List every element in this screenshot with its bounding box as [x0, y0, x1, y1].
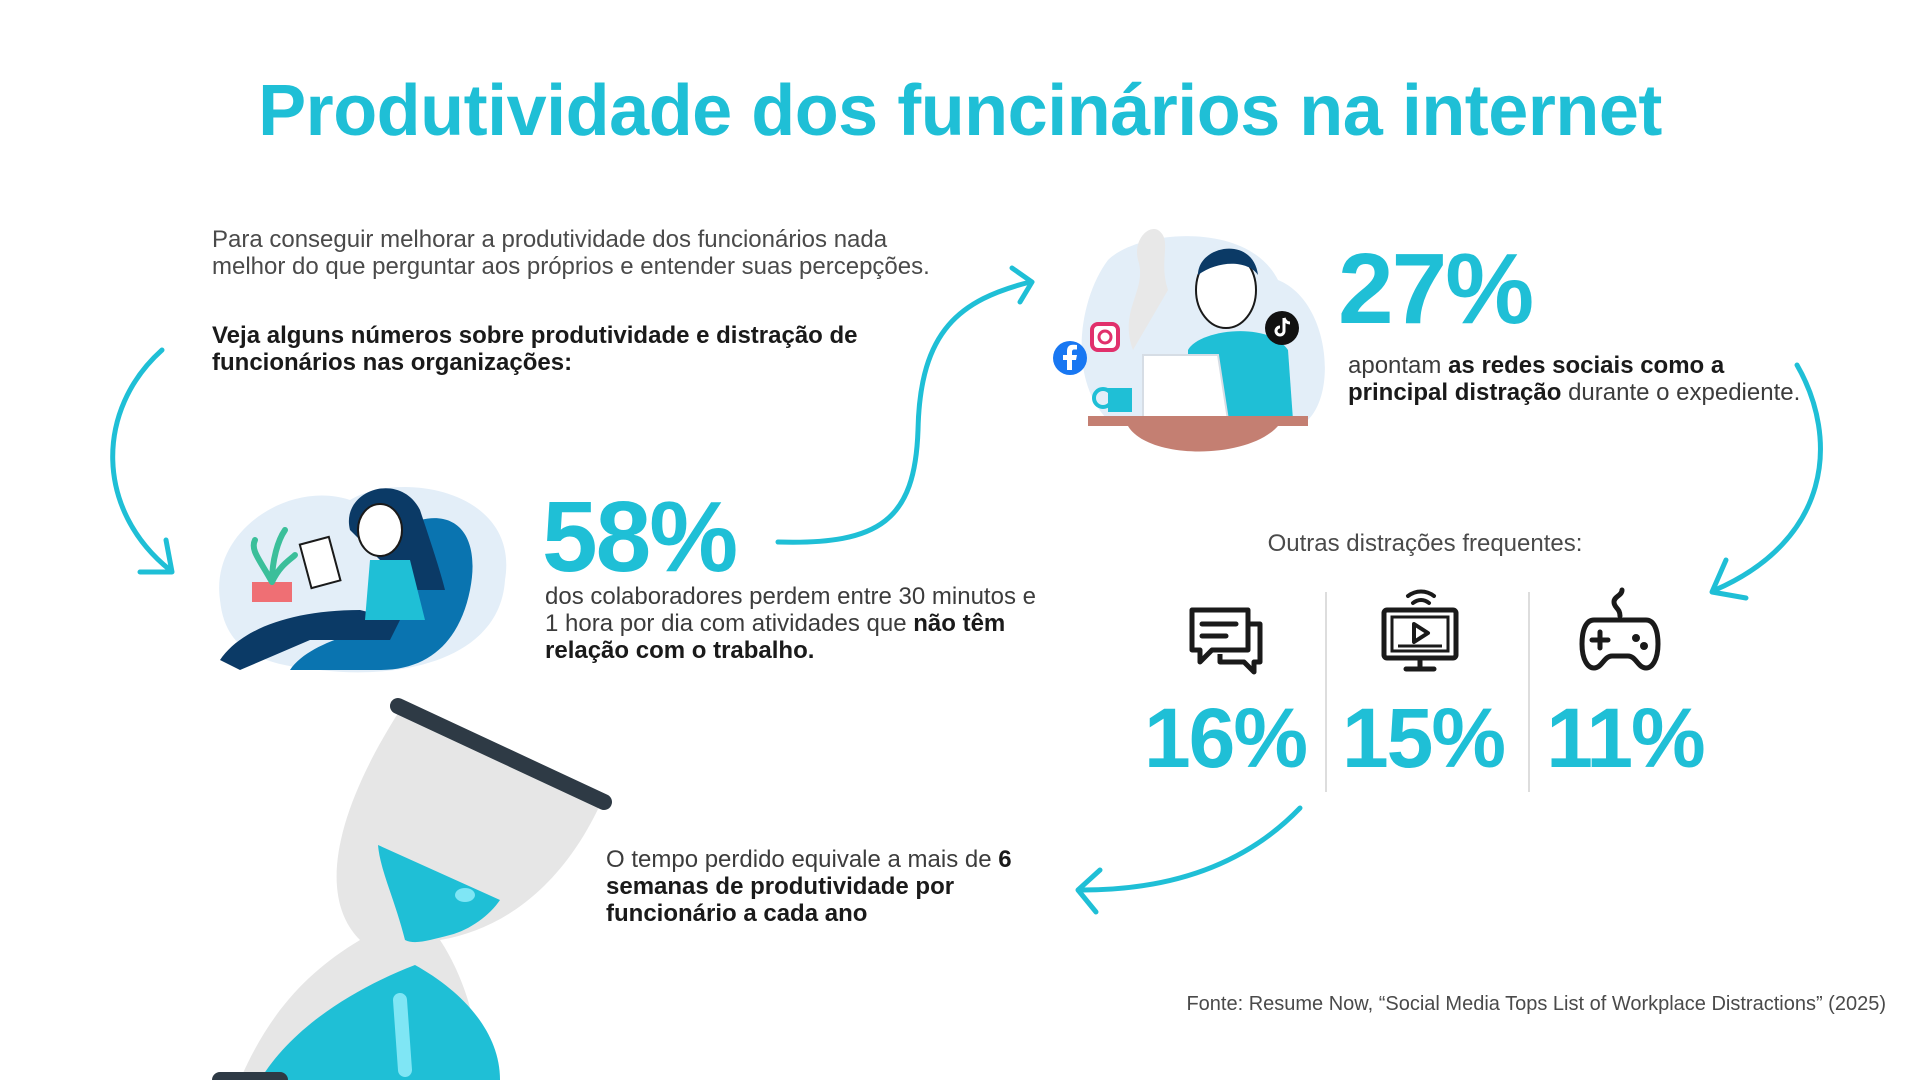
man-laptop-illustration [1081, 229, 1325, 452]
gamepad-icon [1579, 587, 1661, 671]
instagram-icon [1090, 322, 1120, 352]
curved-arrow-up-icon [775, 265, 1035, 545]
source-citation: Fonte: Resume Now, “Social Media Tops Li… [1186, 993, 1886, 1015]
curved-arrow-right-icon [1709, 362, 1823, 601]
curved-arrow-bottom-icon [1075, 805, 1303, 915]
stat-chat-value: 16% [1143, 691, 1308, 785]
video-screen-icon [1381, 589, 1459, 672]
divider-2 [1528, 592, 1530, 792]
facebook-icon [1053, 341, 1087, 375]
curved-arrow-left-icon [110, 347, 175, 575]
other-distractions-label: Outras distrações frequentes: [1267, 530, 1583, 557]
stat-27-description: apontam as redes sociais como a principa… [1348, 352, 1801, 406]
tiktok-icon [1265, 311, 1299, 345]
stat-58-value: 58% [542, 481, 738, 593]
divider-1 [1325, 592, 1327, 792]
stat-games-value: 11% [1546, 691, 1706, 785]
time-lost-text: O tempo perdido equivale a mais de 6 sem… [606, 846, 1012, 927]
intro-bold-text: Veja alguns números sobre produtividade … [212, 322, 858, 376]
stat-58-description: dos colaboradores perdem entre 30 minuto… [545, 583, 1036, 664]
chat-icon [1189, 607, 1263, 675]
woman-reading-illustration [219, 486, 507, 673]
hourglass-illustration [212, 698, 612, 1080]
stat-video-value: 15% [1341, 691, 1506, 785]
page-title: Produtividade dos funcinários na interne… [258, 71, 1662, 151]
stat-27-value: 27% [1338, 233, 1534, 345]
intro-text: Para conseguir melhorar a produtividade … [212, 226, 930, 280]
